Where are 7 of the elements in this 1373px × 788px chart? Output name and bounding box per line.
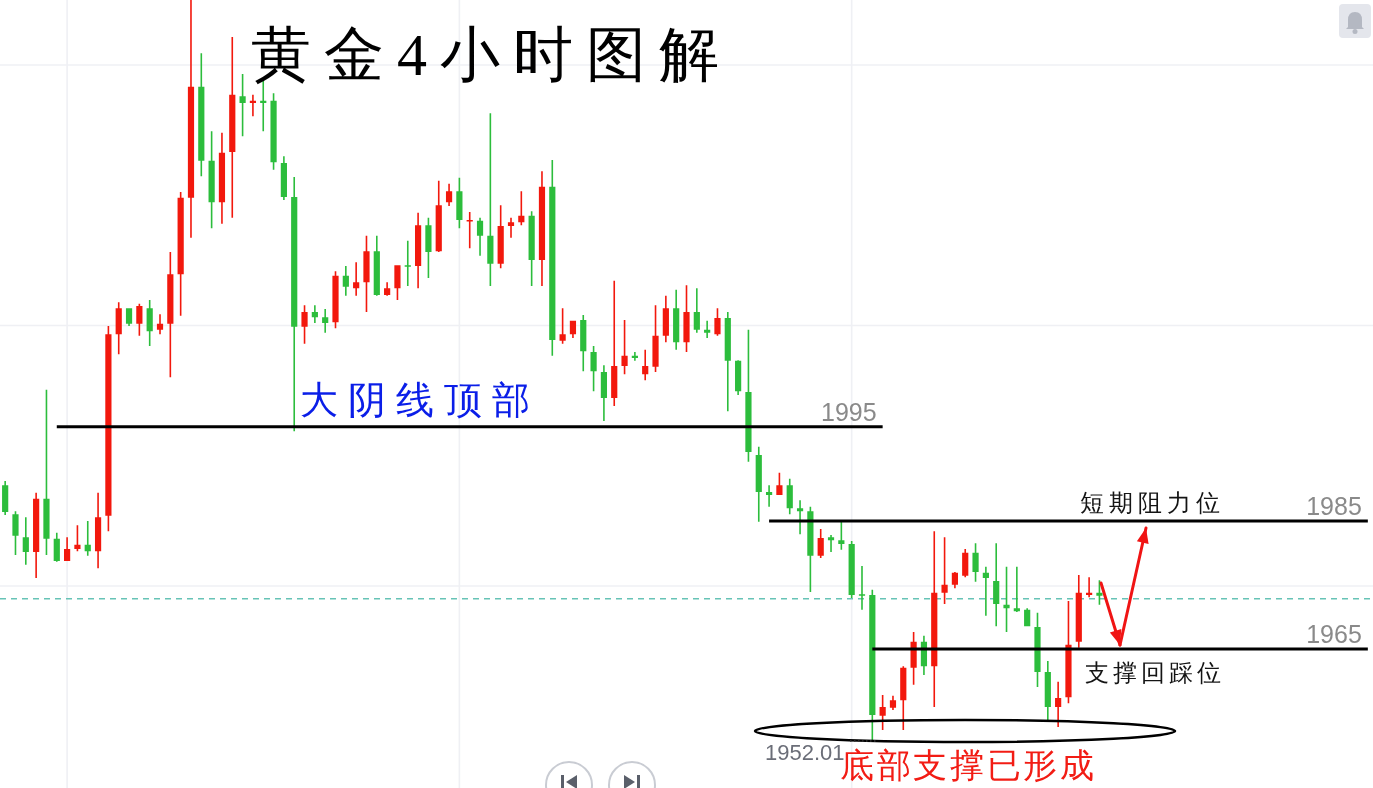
annotation: 大阴线顶部 [300, 379, 530, 421]
series-label: 1985 [1306, 491, 1362, 520]
annotation: 支撑回踩位 [1085, 660, 1221, 686]
annotation: 短期阻力位 [1080, 490, 1220, 516]
series-label: 1965 [1306, 620, 1362, 649]
series-label: 1995 [821, 397, 877, 426]
chart-title: 黄金4小时图解 [251, 22, 719, 88]
